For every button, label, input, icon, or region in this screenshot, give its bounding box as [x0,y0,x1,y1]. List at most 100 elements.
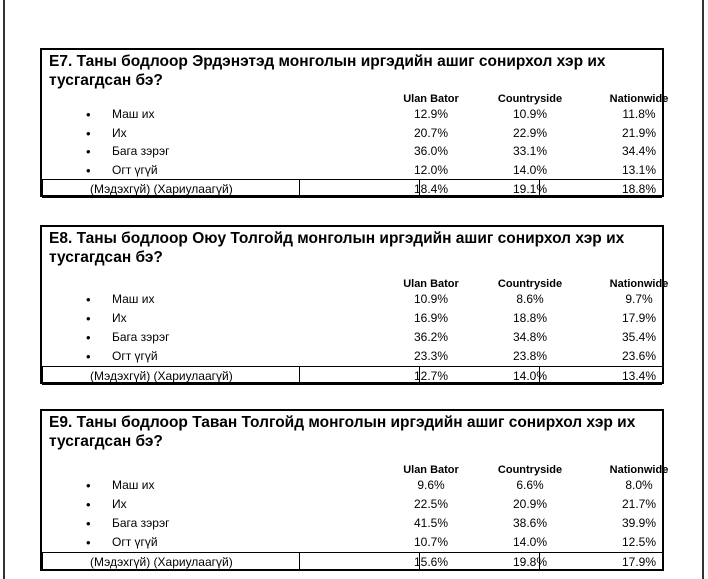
value-countryside: 6.6% [516,478,544,492]
value-ulan-bator: 36.2% [413,330,449,344]
page-left-border [3,0,5,579]
value-countryside: 20.9% [512,497,548,511]
value-ulan-bator: 10.9% [413,292,449,306]
value-countryside: 14.0% [512,369,548,383]
value-ulan-bator: 10.7% [413,535,449,549]
unknown-label: (Мэдэхгүй) (Хариулаагүй) [90,182,233,196]
answer-row: • Бага зэрэг 36.0% 33.1% 34.4% [42,142,662,161]
value-nationwide: 9.7% [625,292,653,306]
value-countryside: 10.9% [512,107,548,121]
value-countryside: 34.8% [512,330,548,344]
answer-row: • Их 16.9% 18.8% 17.9% [42,309,662,328]
unknown-row: (Мэдэхгүй) (Хариулаагүй) 12.7% 14.0% 13.… [42,366,662,385]
question-title: E9. Таны бодлоор Таван Толгойд монголын … [42,411,662,451]
answer-label: Их [112,497,127,511]
value-countryside: 14.0% [512,535,548,549]
value-countryside: 8.6% [516,292,544,306]
value-nationwide: 21.9% [621,126,657,140]
answer-row: • Бага зэрэг 36.2% 34.8% 35.4% [42,328,662,347]
cell-divider [299,367,300,384]
answer-row: • Огт үгүй 12.0% 14.0% 13.1% [42,161,662,180]
value-ulan-bator: 9.6% [417,478,445,492]
value-ulan-bator: 23.3% [413,349,449,363]
answer-label: Огт үгүй [112,349,158,363]
page-right-border [702,0,704,579]
question-title-line2: тусгагдсан бэ? [49,249,163,266]
question-title-line2: тусгагдсан бэ? [49,433,163,450]
cell-divider [419,367,420,384]
value-countryside: 23.8% [512,349,548,363]
column-header-ulan-bator: Ulan Bator [403,464,459,476]
column-header-ulan-bator: Ulan Bator [403,93,459,105]
answer-label: Огт үгүй [112,163,158,177]
cell-divider [539,180,540,197]
value-ulan-bator: 18.4% [413,182,449,196]
value-countryside: 14.0% [512,163,548,177]
answer-label: Маш их [112,107,155,121]
value-nationwide: 34.4% [621,144,657,158]
question-e7-table: E7. Таны бодлоор Эрдэнэтэд монголын иргэ… [40,48,668,198]
bullet-icon: • [86,126,91,141]
value-nationwide: 8.0% [625,478,653,492]
question-title-line1: E9. Таны бодлоор Таван Толгойд монголын … [49,414,636,431]
answer-row: • Маш их 9.6% 6.6% 8.0% [42,476,662,495]
cell-divider [419,180,420,197]
value-countryside: 38.6% [512,516,548,530]
value-ulan-bator: 12.0% [413,163,449,177]
value-countryside: 19.8% [512,555,548,569]
value-nationwide: 23.6% [621,349,657,363]
question-title: E8. Таны бодлоор Оюу Толгойд монголын ир… [42,227,662,267]
column-header-countryside: Countryside [497,278,563,290]
value-countryside: 18.8% [512,311,548,325]
column-header-nationwide: Nationwide [609,464,669,476]
answer-row: • Их 22.5% 20.9% 21.7% [42,495,662,514]
bullet-icon: • [86,292,91,307]
question-title-line1: E7. Таны бодлоор Эрдэнэтэд монголын иргэ… [49,53,606,70]
cell-divider [299,180,300,197]
value-ulan-bator: 12.7% [413,369,449,383]
question-title-line2: тусгагдсан бэ? [49,72,163,89]
value-countryside: 33.1% [512,144,548,158]
value-ulan-bator: 36.0% [413,144,449,158]
bullet-icon: • [86,144,91,159]
answer-label: Бага зэрэг [112,144,170,158]
question-title: E7. Таны бодлоор Эрдэнэтэд монголын иргэ… [42,50,662,90]
value-countryside: 19.1% [512,182,548,196]
cell-divider [419,553,420,570]
bullet-icon: • [86,478,91,493]
value-nationwide: 21.7% [621,497,657,511]
bullet-icon: • [86,349,91,364]
cell-divider [42,180,43,197]
answer-label: Огт үгүй [112,535,158,549]
answer-label: Бага зэрэг [112,516,170,530]
answer-row: • Их 20.7% 22.9% 21.9% [42,124,662,143]
column-header-ulan-bator: Ulan Bator [403,278,459,290]
bullet-icon: • [86,516,91,531]
answer-row: • Огт үгүй 10.7% 14.0% 12.5% [42,533,662,552]
bullet-icon: • [86,311,91,326]
bullet-icon: • [86,497,91,512]
bullet-icon: • [86,535,91,550]
unknown-label: (Мэдэхгүй) (Хариулаагүй) [90,369,233,383]
value-ulan-bator: 16.9% [413,311,449,325]
answer-row: • Бага зэрэг 41.5% 38.6% 39.9% [42,514,662,533]
question-title-line1: E8. Таны бодлоор Оюу Толгойд монголын ир… [49,230,625,247]
value-nationwide: 35.4% [621,330,657,344]
value-nationwide: 39.9% [621,516,657,530]
value-nationwide: 12.5% [621,535,657,549]
answer-label: Бага зэрэг [112,330,170,344]
answer-label: Их [112,126,127,140]
cell-divider [539,367,540,384]
answer-label: Их [112,311,127,325]
value-ulan-bator: 22.5% [413,497,449,511]
value-nationwide: 17.9% [621,311,657,325]
value-ulan-bator: 41.5% [413,516,449,530]
unknown-row: (Мэдэхгүй) (Хариулаагүй) 18.4% 19.1% 18.… [42,179,662,198]
value-nationwide: 13.1% [621,163,657,177]
value-countryside: 22.9% [512,126,548,140]
bullet-icon: • [86,107,91,122]
answer-label: Маш их [112,478,155,492]
answer-row: • Маш их 12.9% 10.9% 11.8% [42,105,662,124]
answer-label: Маш их [112,292,155,306]
question-e9-table: E9. Таны бодлоор Таван Толгойд монголын … [40,409,668,571]
